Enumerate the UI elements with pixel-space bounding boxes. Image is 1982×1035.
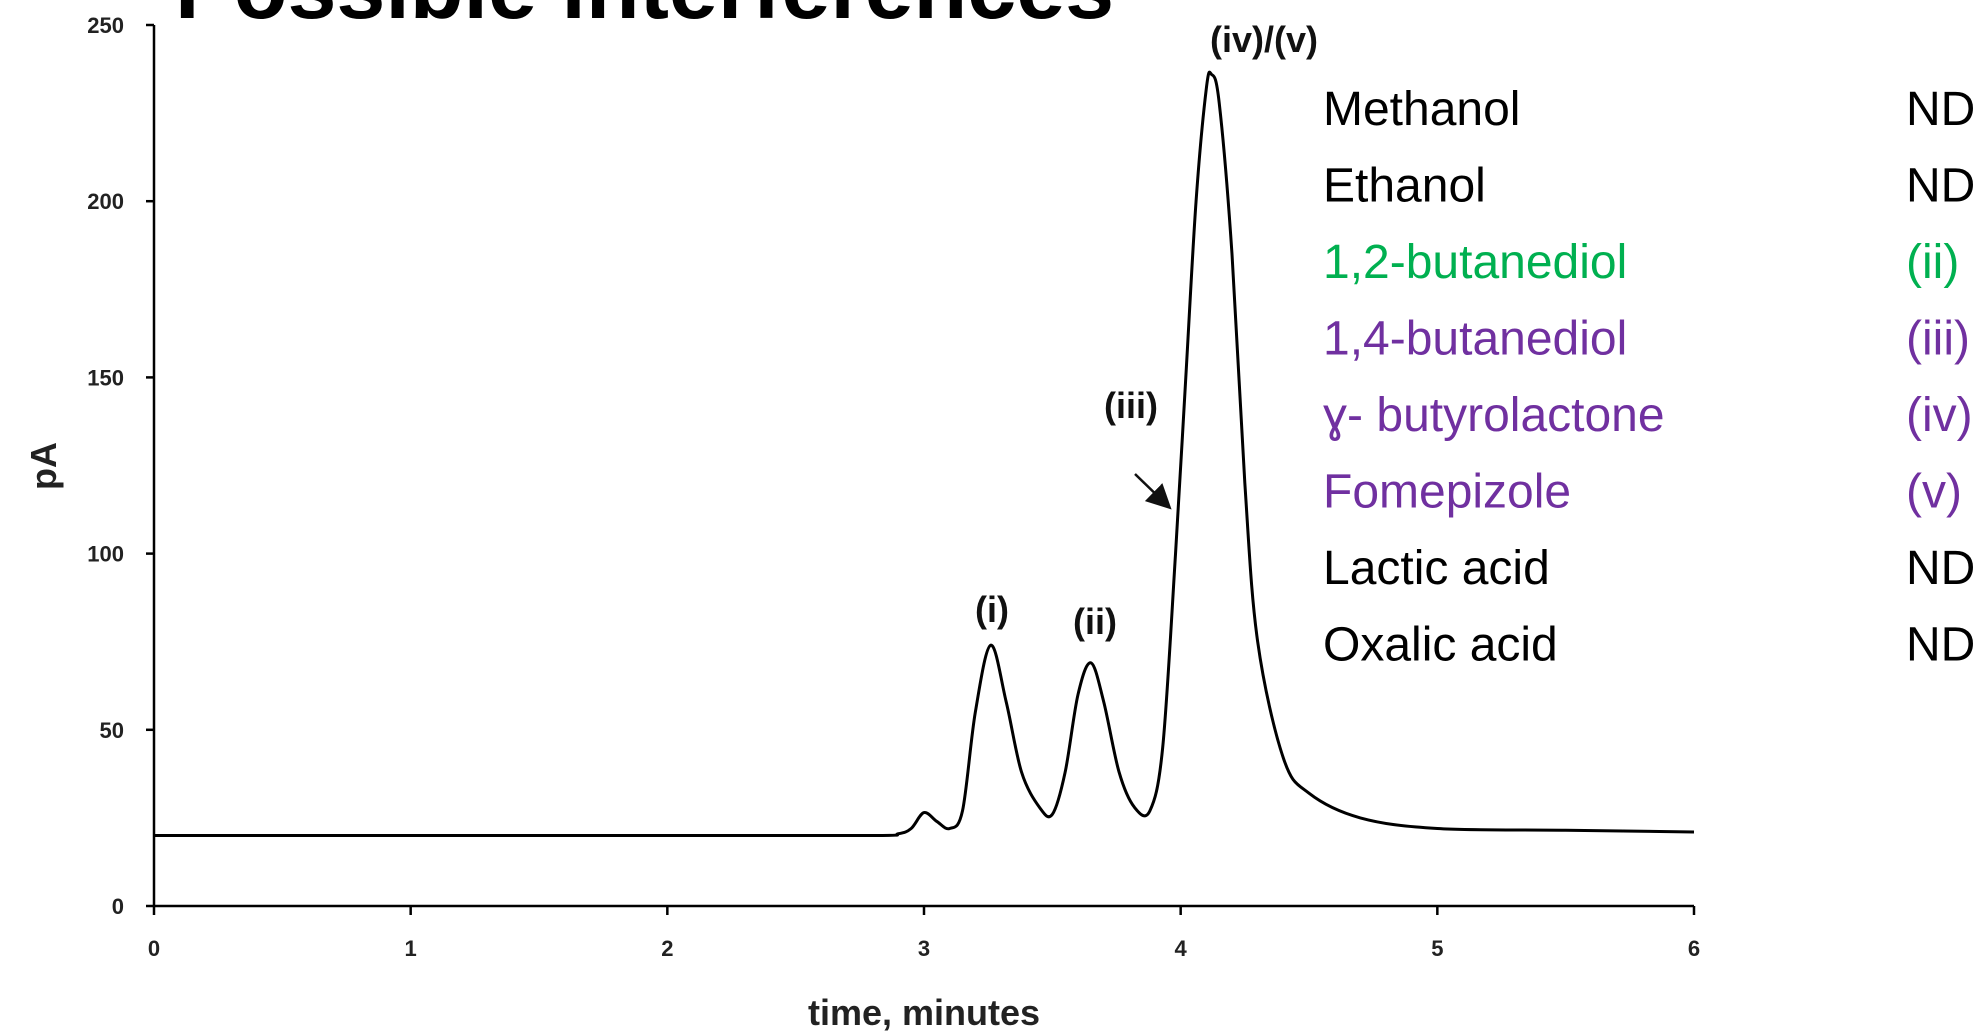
- compound-result: ND: [1906, 542, 1975, 595]
- compound-result: ND: [1906, 160, 1975, 213]
- y-tick-label: 150: [87, 365, 124, 390]
- compound-name: 1,2-butanediol: [1323, 236, 1627, 289]
- compound-result: (v): [1906, 466, 1962, 519]
- page-title: Possible interferences: [175, 0, 1114, 37]
- x-tick-label: 0: [148, 936, 160, 961]
- compound-name: Lactic acid: [1323, 542, 1550, 595]
- compound-name: ɣ- butyrolactone: [1323, 389, 1665, 442]
- peak-annotation: (iv)/(v): [1210, 19, 1318, 60]
- y-tick-label: 250: [87, 13, 124, 38]
- x-tick-label: 5: [1431, 936, 1443, 961]
- peak-annotation: (i): [975, 589, 1009, 630]
- compound-name: 1,4-butanediol: [1323, 313, 1627, 366]
- x-axis-title: time, minutes: [808, 992, 1040, 1033]
- compound-name: Ethanol: [1323, 160, 1486, 213]
- compound-result: ND: [1906, 83, 1975, 136]
- compound-name: Fomepizole: [1323, 466, 1571, 519]
- compound-result: (iii): [1906, 313, 1970, 366]
- compound-result: (ii): [1906, 236, 1959, 289]
- compound-result: (iv): [1906, 389, 1973, 442]
- peak-annotation: (ii): [1073, 601, 1117, 642]
- y-tick-label: 200: [87, 189, 124, 214]
- compound-name: Oxalic acid: [1323, 619, 1558, 672]
- y-tick-label: 0: [112, 894, 124, 919]
- x-tick-label: 1: [405, 936, 417, 961]
- compound-result: ND: [1906, 619, 1975, 672]
- x-tick-label: 4: [1175, 936, 1188, 961]
- y-tick-label: 100: [87, 542, 124, 567]
- x-tick-label: 2: [661, 936, 673, 961]
- x-tick-label: 3: [918, 936, 930, 961]
- annotation-arrow: [1134, 473, 1172, 510]
- y-tick-label: 50: [100, 718, 124, 743]
- chromatogram-line: [154, 70, 1695, 838]
- x-tick-label: 6: [1688, 936, 1700, 961]
- compound-name: Methanol: [1323, 83, 1520, 136]
- y-axis-title: pA: [23, 442, 64, 490]
- peak-annotation: (iii): [1104, 385, 1158, 426]
